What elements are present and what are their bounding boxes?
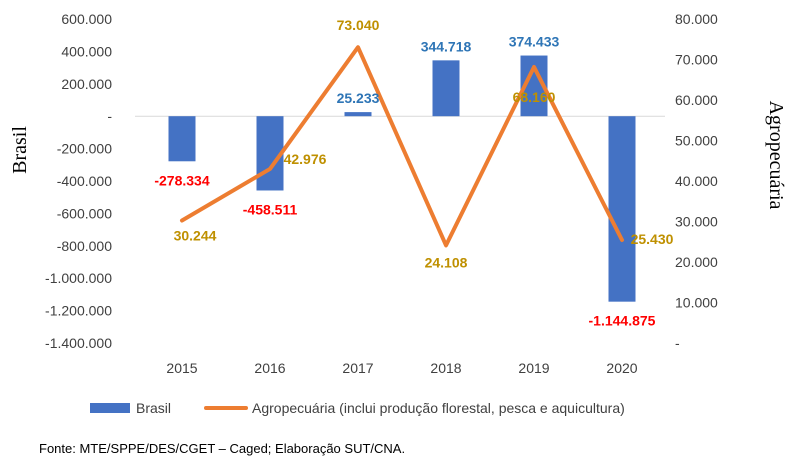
x-tick-2015: 2015 [166,360,197,376]
right-axis-ticks: 80.000 70.000 60.000 50.000 40.000 30.000 20.0… [675,11,718,351]
x-axis-ticks: 2015 2016 2017 2018 2019 2020 [166,360,637,376]
left-tick-label: - [107,108,112,124]
x-tick-2017: 2017 [342,360,373,376]
label-agropecuaria-2019: 68.160 [513,89,556,105]
x-tick-2020: 2020 [606,360,637,376]
right-tick-label: 80.000 [675,11,718,27]
agropecuaria-line [180,45,624,248]
left-tick-label: -1.400.000 [45,335,112,351]
bar-brasil-2020 [608,116,636,302]
right-tick-label: 20.000 [675,254,718,270]
right-tick-label: - [675,335,680,351]
legend-brasil-swatch [90,403,130,413]
right-tick-label: 40.000 [675,173,718,189]
left-tick-label: -200.000 [57,141,112,157]
right-tick-label: 10.000 [675,295,718,311]
label-agropecuaria-2017: 73.040 [337,17,380,33]
left-tick-label: 600.000 [61,11,112,27]
left-axis-ticks: 600.000 400.000 200.000 - -200.000 -400.000 -6… [45,11,112,351]
agropecuaria-data-labels: 30.244 42.976 73.040 24.108 68.160 25.430 [174,17,674,270]
left-tick-label: -600.000 [57,205,112,221]
source-note: Fonte: MTE/SPPE/DES/CGET – Caged; Elabor… [39,441,406,456]
legend-agropecuaria-label: Agropecuária (inclui produção florestal,… [252,400,625,416]
left-tick-label: -1.200.000 [45,303,112,319]
label-agropecuaria-2018: 24.108 [425,254,468,270]
x-tick-2018: 2018 [430,360,461,376]
label-agropecuaria-2015: 30.244 [174,228,217,244]
right-tick-label: 70.000 [675,52,718,68]
left-tick-label: 200.000 [61,76,112,92]
bar-brasil-2015 [168,116,196,162]
label-brasil-2017: 25.233 [337,90,380,106]
right-tick-label: 50.000 [675,133,718,149]
label-brasil-2020: -1.144.875 [589,313,656,329]
left-tick-label: 400.000 [61,43,112,59]
right-axis-title: Agropecuária [765,101,787,210]
x-tick-2016: 2016 [254,360,285,376]
label-brasil-2016: -458.511 [243,201,298,217]
left-tick-label: -800.000 [57,238,112,254]
left-tick-label: -1.000.000 [45,270,112,286]
label-brasil-2018: 344.718 [421,38,472,54]
combo-chart: 600.000400.000200.000--200.000-400.000-6… [9,11,787,416]
label-brasil-2015: -278.334 [154,172,209,188]
legend-brasil-label: Brasil [136,400,171,416]
label-brasil-2019: 374.433 [509,34,560,50]
right-tick-label: 30.000 [675,214,718,230]
right-tick-label: 60.000 [675,92,718,108]
label-agropecuaria-2020: 25.430 [631,231,674,247]
left-axis-title: Brasil [9,126,31,174]
label-agropecuaria-2016: 42.976 [284,151,327,167]
bar-brasil-2017 [344,112,372,117]
legend: Brasil Agropecuária (inclui produção flo… [90,400,625,416]
left-tick-label: -400.000 [57,173,112,189]
brasil-bars [168,55,636,302]
bar-brasil-2018 [432,60,460,117]
brasil-data-labels: -278.334 -458.511 25.233 344.718 374.433 -1.1… [154,34,655,329]
x-tick-2019: 2019 [518,360,549,376]
